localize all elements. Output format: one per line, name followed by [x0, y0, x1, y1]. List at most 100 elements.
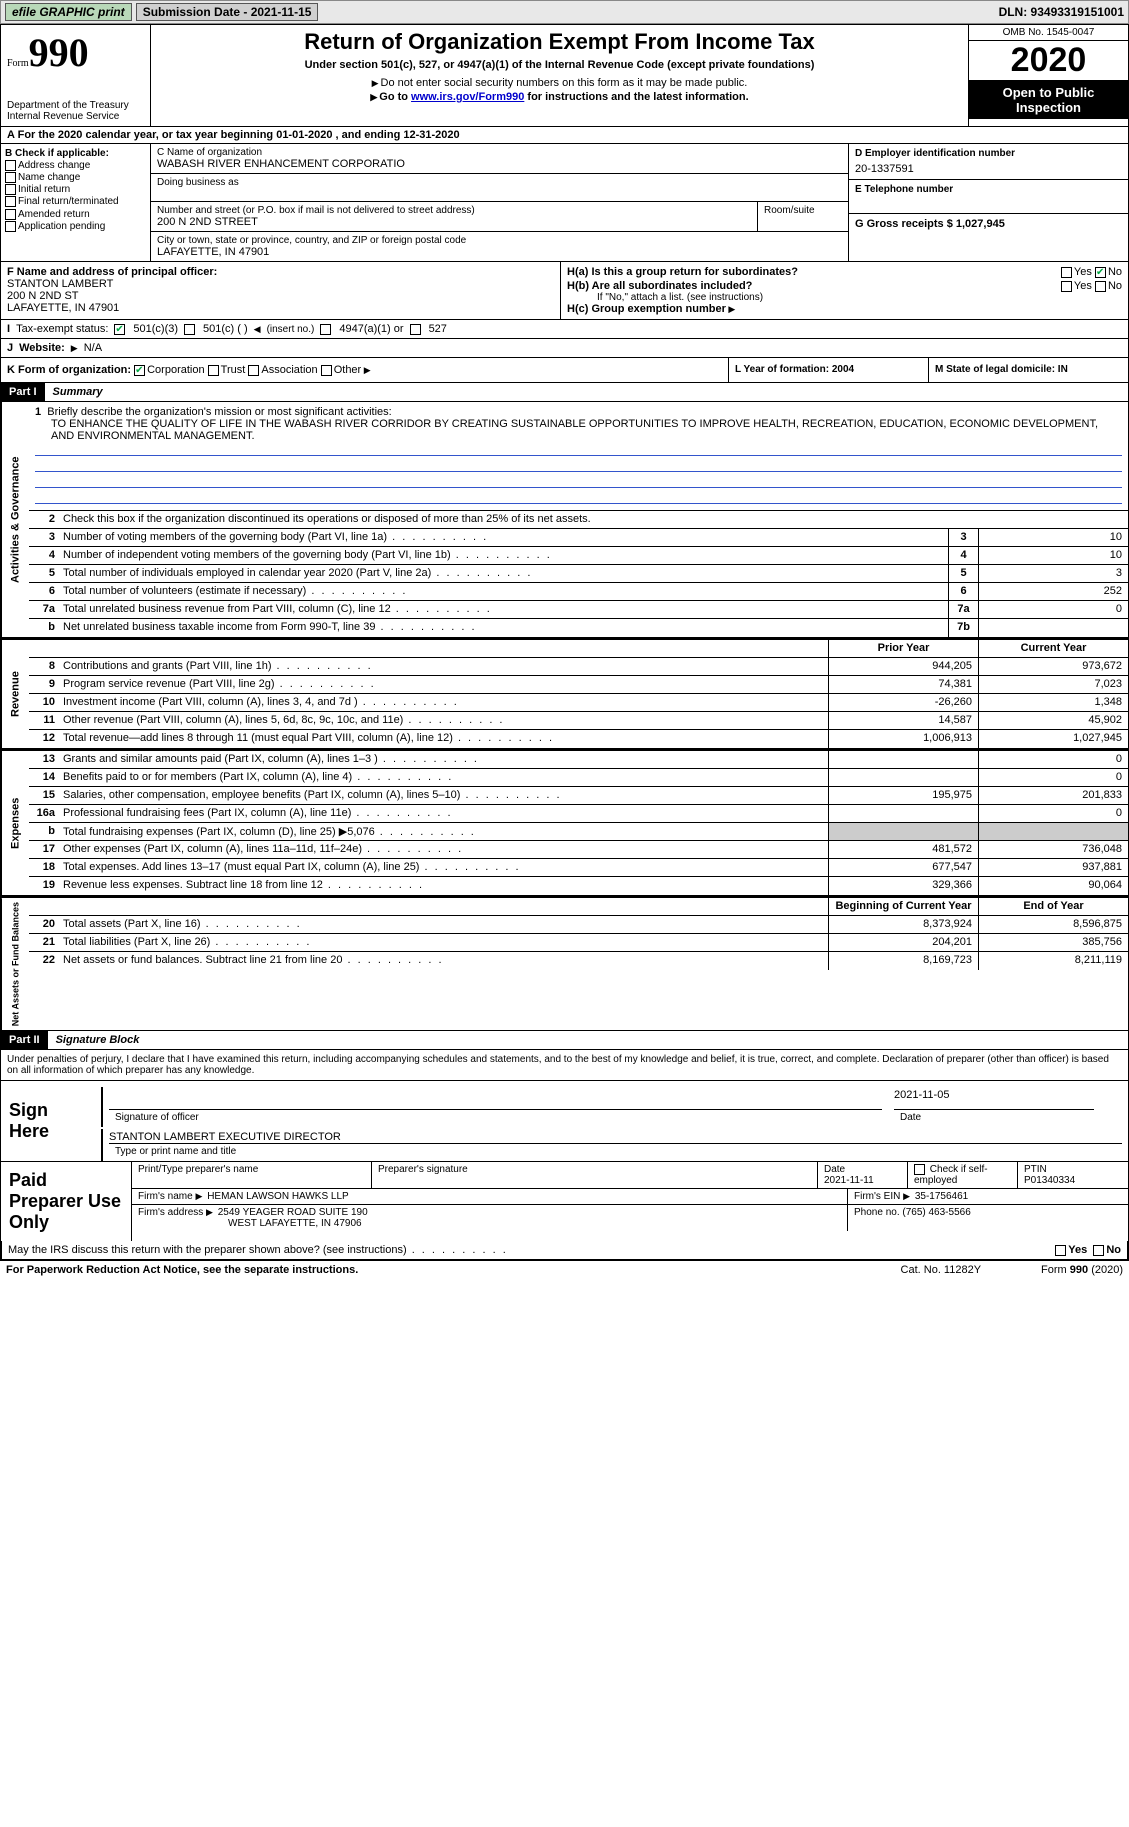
open-to-public: Open to Public Inspection: [969, 81, 1128, 119]
discuss-yes[interactable]: Yes: [1068, 1244, 1087, 1256]
form-number: 990: [29, 30, 89, 75]
part1-title: Summary: [45, 383, 111, 401]
row-klm: K Form of organization: Corporation Trus…: [0, 358, 1129, 383]
prep-self-employed[interactable]: Check if self-employed: [914, 1164, 988, 1186]
line1-label: Briefly describe the organization's miss…: [47, 406, 391, 418]
goto-post: for instructions and the latest informat…: [524, 91, 748, 103]
room-label: Room/suite: [764, 205, 842, 216]
opt-assoc[interactable]: Association: [261, 364, 317, 376]
table-row: 9Program service revenue (Part VIII, lin…: [29, 676, 1128, 694]
form-footer: 990: [1070, 1264, 1088, 1276]
opt-corp[interactable]: Corporation: [147, 364, 204, 376]
header: Form990 Department of the Treasury Inter…: [0, 24, 1129, 127]
sign-here-label: Sign Here: [1, 1081, 91, 1161]
table-row: 21Total liabilities (Part X, line 26)204…: [29, 934, 1128, 952]
org-info-block: B Check if applicable: Address change Na…: [0, 144, 1129, 262]
chk-name[interactable]: Name change: [18, 172, 80, 183]
irs-link[interactable]: www.irs.gov/Form990: [411, 91, 524, 103]
sig-officer-label: Signature of officer: [109, 1109, 882, 1125]
hb-yes[interactable]: Yes: [1074, 280, 1092, 292]
org-name-label: C Name of organization: [157, 147, 842, 158]
side-governance: Activities & Governance: [1, 402, 29, 637]
sec-b-title: B Check if applicable:: [5, 148, 146, 159]
firm-name-label: Firm's name: [138, 1191, 195, 1202]
firm-addr-label: Firm's address: [138, 1207, 206, 1218]
officer-name-title: STANTON LAMBERT EXECUTIVE DIRECTOR: [109, 1131, 1122, 1143]
chk-address[interactable]: Address change: [18, 160, 90, 171]
opt-501c3[interactable]: 501(c)(3): [133, 323, 178, 335]
hc-label: H(c) Group exemption number: [567, 303, 726, 315]
website-value: N/A: [84, 342, 102, 354]
firm-ein: 35-1756461: [915, 1191, 968, 1202]
type-name-label: Type or print name and title: [109, 1143, 1122, 1159]
state-domicile: M State of legal domicile: IN: [935, 364, 1068, 375]
city-state-zip: LAFAYETTE, IN 47901: [157, 246, 842, 258]
table-row: 20Total assets (Part X, line 16)8,373,92…: [29, 916, 1128, 934]
subtitle: Under section 501(c), 527, or 4947(a)(1)…: [155, 59, 964, 71]
hdr-eoy: End of Year: [978, 898, 1128, 915]
side-net-assets: Net Assets or Fund Balances: [1, 898, 29, 1030]
part2-bar: Part II: [1, 1031, 48, 1049]
line2-text: Check this box if the organization disco…: [63, 513, 591, 525]
side-expenses: Expenses: [1, 751, 29, 895]
table-row: 22Net assets or fund balances. Subtract …: [29, 952, 1128, 970]
cat-no: Cat. No. 11282Y: [901, 1264, 982, 1276]
ptin-label: PTIN: [1024, 1164, 1047, 1175]
opt-trust[interactable]: Trust: [221, 364, 246, 376]
side-revenue: Revenue: [1, 640, 29, 748]
irs-label: Internal Revenue Service: [7, 111, 144, 122]
chk-pending[interactable]: Application pending: [18, 221, 105, 232]
street-address: 200 N 2ND STREET: [157, 216, 751, 228]
opt-other[interactable]: Other: [334, 364, 362, 376]
table-row: 18Total expenses. Add lines 13–17 (must …: [29, 859, 1128, 877]
table-row: 5Total number of individuals employed in…: [29, 565, 1128, 583]
officer-label: F Name and address of principal officer:: [7, 266, 554, 278]
opt-4947[interactable]: 4947(a)(1) or: [339, 323, 403, 335]
city-label: City or town, state or province, country…: [157, 235, 842, 246]
table-row: bTotal fundraising expenses (Part IX, co…: [29, 823, 1128, 841]
sig-date-label: Date: [894, 1109, 1094, 1125]
table-row: 4Number of independent voting members of…: [29, 547, 1128, 565]
section-governance: Activities & Governance 1 Briefly descri…: [0, 402, 1129, 638]
ha-no[interactable]: No: [1108, 266, 1122, 278]
dept-label: Department of the Treasury: [7, 100, 144, 111]
table-row: 3Number of voting members of the governi…: [29, 529, 1128, 547]
tel-label: E Telephone number: [855, 184, 1122, 195]
opt-527[interactable]: 527: [429, 323, 447, 335]
discuss-no[interactable]: No: [1106, 1244, 1121, 1256]
ptin-value: P01340334: [1024, 1175, 1075, 1186]
ein-value: 20-1337591: [855, 163, 1122, 175]
chk-final[interactable]: Final return/terminated: [18, 197, 119, 208]
top-bar: efile GRAPHIC print Submission Date - 20…: [0, 0, 1129, 24]
part1-header: Part I Summary: [0, 383, 1129, 402]
ha-yes[interactable]: Yes: [1074, 266, 1092, 278]
website-label: Website:: [19, 342, 65, 354]
prep-sig-label: Preparer's signature: [372, 1162, 818, 1188]
chk-amended[interactable]: Amended return: [18, 209, 90, 220]
chk-initial[interactable]: Initial return: [18, 184, 70, 195]
table-row: 7aTotal unrelated business revenue from …: [29, 601, 1128, 619]
row-a-tax-year: A For the 2020 calendar year, or tax yea…: [0, 127, 1129, 144]
declaration-text: Under penalties of perjury, I declare th…: [1, 1050, 1128, 1080]
table-row: 19Revenue less expenses. Subtract line 1…: [29, 877, 1128, 895]
org-name: WABASH RIVER ENHANCEMENT CORPORATIO: [157, 158, 842, 170]
opt-501c[interactable]: 501(c) ( ): [203, 323, 248, 335]
table-row: 13Grants and similar amounts paid (Part …: [29, 751, 1128, 769]
hb-no[interactable]: No: [1108, 280, 1122, 292]
officer-name: STANTON LAMBERT: [7, 278, 554, 290]
officer-addr2: LAFAYETTE, IN 47901: [7, 302, 554, 314]
row-website: J Website: N/A: [0, 339, 1129, 358]
prep-date-label: Date: [824, 1164, 845, 1175]
firm-addr2: WEST LAFAYETTE, IN 47906: [228, 1218, 362, 1229]
submission-date-button[interactable]: Submission Date - 2021-11-15: [136, 3, 319, 21]
return-title: Return of Organization Exempt From Incom…: [155, 29, 964, 55]
table-row: 8Contributions and grants (Part VIII, li…: [29, 658, 1128, 676]
addr-label: Number and street (or P.O. box if mail i…: [157, 205, 751, 216]
prep-name-label: Print/Type preparer's name: [132, 1162, 372, 1188]
section-net-assets: Net Assets or Fund Balances Beginning of…: [0, 896, 1129, 1031]
may-irs-discuss: May the IRS discuss this return with the…: [8, 1244, 508, 1256]
ein-label: D Employer identification number: [855, 148, 1122, 159]
efile-button[interactable]: efile GRAPHIC print: [5, 3, 132, 21]
row-tax-exempt: I Tax-exempt status: 501(c)(3) 501(c) ( …: [0, 320, 1129, 339]
note-ssn: Do not enter social security numbers on …: [155, 77, 964, 89]
